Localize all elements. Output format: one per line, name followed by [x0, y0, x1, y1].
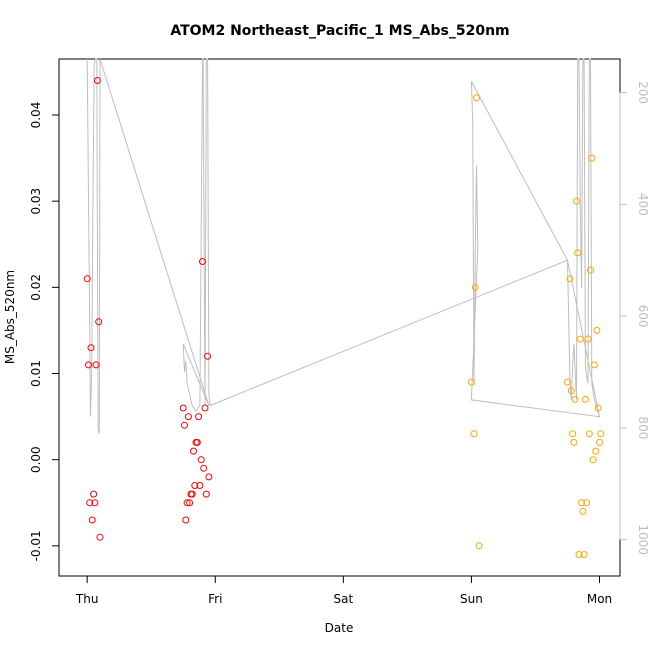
x-tick-label: Mon — [587, 592, 612, 606]
data-point-series-1 — [186, 499, 194, 507]
points-layer — [83, 77, 605, 558]
data-point-series-1 — [86, 499, 94, 507]
x-axis: Thu Fri Sat Sun Mon — [75, 575, 612, 606]
y-axis: -0.01 0.00 0.01 0.02 0.03 0.04 — [29, 102, 60, 561]
data-point-series-2 — [467, 378, 475, 386]
data-point-series-1 — [190, 447, 197, 455]
data-point-series-1 — [193, 438, 201, 446]
secondary-y-tick-label: 200 — [636, 81, 650, 104]
data-point-series-1 — [195, 413, 203, 421]
data-point-series-1 — [93, 77, 101, 84]
data-point-series-2 — [470, 430, 478, 438]
data-point-series-2 — [593, 326, 601, 334]
data-point-series-1 — [96, 533, 104, 541]
y-tick-label: 0.04 — [29, 102, 43, 129]
data-point-series-1 — [83, 275, 91, 283]
data-point-series-1 — [196, 482, 204, 489]
data-point-series-1 — [95, 318, 103, 326]
x-tick-label: Thu — [75, 592, 99, 606]
data-point-series-2 — [569, 430, 577, 438]
data-point-series-1 — [188, 490, 196, 498]
plot-frame — [58, 58, 621, 577]
data-point-series-2 — [585, 430, 593, 438]
x-tick-label: Sat — [333, 592, 353, 606]
data-point-series-2 — [584, 335, 592, 343]
data-point-series-2 — [573, 197, 580, 205]
data-point-series-2 — [597, 430, 605, 438]
data-point-series-2 — [594, 404, 602, 412]
data-point-series-2 — [587, 266, 594, 274]
data-point-series-1 — [202, 490, 210, 498]
data-point-series-1 — [92, 361, 100, 369]
data-point-series-1 — [182, 516, 190, 524]
y-tick-label: 0.01 — [29, 360, 43, 387]
y-tick-label: -0.01 — [29, 530, 43, 561]
data-point-series-2 — [589, 456, 597, 464]
x-tick-label: Sun — [460, 592, 483, 606]
data-point-series-1 — [88, 516, 96, 524]
data-point-series-1 — [87, 344, 95, 352]
data-point-series-1 — [197, 456, 205, 464]
secondary-y-axis: 200 400 600 800 1000 — [619, 81, 650, 555]
data-point-series-1 — [199, 258, 206, 265]
data-point-series-1 — [181, 421, 188, 429]
secondary-y-tick-label: 600 — [636, 305, 650, 328]
data-point-series-2 — [473, 94, 480, 102]
data-point-series-2 — [564, 378, 571, 386]
depth-line-layer — [86, 58, 601, 434]
data-point-series-2 — [588, 154, 596, 162]
data-point-series-1 — [90, 490, 98, 498]
data-point-series-2 — [574, 249, 582, 257]
data-point-series-2 — [576, 335, 584, 343]
data-point-series-2 — [590, 361, 598, 369]
y-tick-label: 0.03 — [29, 188, 43, 215]
data-point-series-2 — [579, 507, 587, 515]
data-point-series-2 — [581, 395, 589, 403]
data-point-series-1 — [191, 482, 199, 489]
data-point-series-1 — [184, 413, 192, 421]
data-point-series-2 — [571, 395, 579, 403]
chart-title: ATOM2 Northeast_Pacific_1 MS_Abs_520nm — [170, 23, 509, 39]
secondary-y-tick-label: 1000 — [636, 524, 650, 555]
y-tick-label: 0.02 — [29, 274, 43, 301]
data-point-series-2 — [578, 499, 586, 507]
data-point-series-1 — [91, 499, 99, 507]
data-point-series-1 — [201, 404, 209, 412]
x-tick-label: Fri — [208, 592, 222, 606]
data-point-series-1 — [85, 361, 92, 369]
data-point-series-2 — [592, 447, 600, 455]
y-axis-label: MS_Abs_520nm — [3, 270, 17, 364]
data-point-series-1 — [179, 404, 187, 412]
data-point-series-1 — [183, 499, 191, 507]
data-point-series-2 — [567, 387, 575, 395]
data-point-series-2 — [580, 551, 588, 558]
data-point-series-2 — [575, 551, 583, 558]
data-point-series-1 — [204, 352, 212, 360]
secondary-y-tick-label: 400 — [636, 193, 650, 216]
y-tick-label: 0.00 — [29, 446, 43, 473]
data-point-series-2 — [471, 283, 479, 291]
data-point-series-2 — [566, 275, 574, 283]
secondary-y-tick-label: 800 — [636, 416, 650, 439]
depth-line — [86, 58, 601, 434]
data-point-series-2 — [570, 438, 578, 446]
data-point-series-1 — [200, 464, 208, 472]
data-point-series-2 — [596, 438, 603, 446]
data-point-series-1 — [205, 473, 213, 481]
data-point-series-2 — [583, 499, 591, 507]
x-axis-label: Date — [325, 621, 354, 635]
data-point-series-2 — [475, 542, 483, 550]
